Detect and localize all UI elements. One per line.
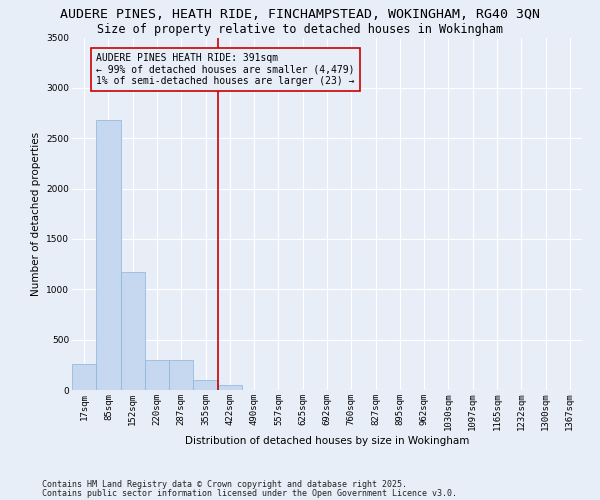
Bar bbox=[169, 360, 193, 390]
Bar bbox=[145, 360, 169, 390]
Text: Contains HM Land Registry data © Crown copyright and database right 2025.: Contains HM Land Registry data © Crown c… bbox=[42, 480, 407, 489]
Y-axis label: Number of detached properties: Number of detached properties bbox=[31, 132, 41, 296]
Text: AUDERE PINES HEATH RIDE: 391sqm
← 99% of detached houses are smaller (4,479)
1% : AUDERE PINES HEATH RIDE: 391sqm ← 99% of… bbox=[96, 52, 355, 86]
Bar bbox=[72, 364, 96, 390]
Bar bbox=[193, 380, 218, 390]
Bar bbox=[218, 386, 242, 390]
X-axis label: Distribution of detached houses by size in Wokingham: Distribution of detached houses by size … bbox=[185, 436, 469, 446]
Text: AUDERE PINES, HEATH RIDE, FINCHAMPSTEAD, WOKINGHAM, RG40 3QN: AUDERE PINES, HEATH RIDE, FINCHAMPSTEAD,… bbox=[60, 8, 540, 20]
Bar bbox=[121, 272, 145, 390]
Text: Contains public sector information licensed under the Open Government Licence v3: Contains public sector information licen… bbox=[42, 489, 457, 498]
Bar bbox=[96, 120, 121, 390]
Text: Size of property relative to detached houses in Wokingham: Size of property relative to detached ho… bbox=[97, 22, 503, 36]
